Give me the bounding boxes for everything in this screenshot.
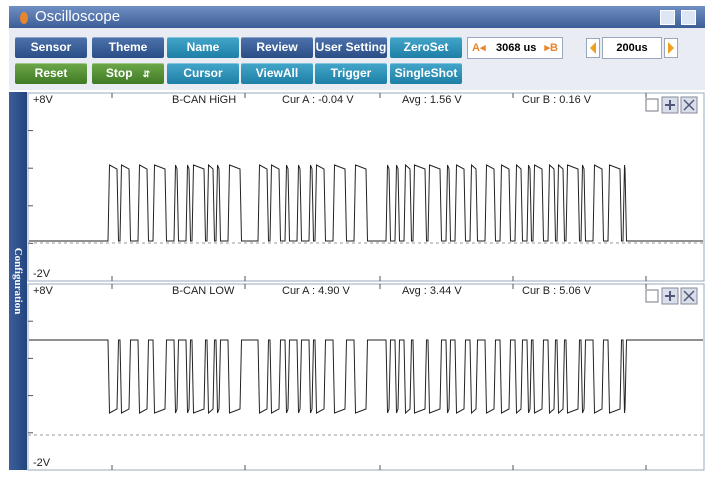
sidebar-label: Configuration	[12, 247, 24, 315]
channel-name: B-CAN HiGH	[172, 94, 236, 106]
close-button	[680, 96, 698, 114]
timebase-down[interactable]	[586, 38, 600, 58]
app-icon	[20, 12, 28, 24]
cursor-b: ▸B	[544, 42, 558, 54]
user-setting-button[interactable]: User Setting	[315, 37, 387, 58]
zoom-button	[661, 96, 679, 114]
waveform	[29, 339, 703, 415]
zoom-button	[661, 287, 679, 305]
menu-button[interactable]	[681, 10, 696, 25]
title-bar: Oscilloscope	[9, 6, 705, 28]
stop-label: Stop	[105, 66, 133, 80]
zoom-icon	[665, 100, 675, 110]
panel-checkbox	[645, 289, 659, 303]
waveform	[29, 163, 703, 242]
average-value: Avg : 3.44 V	[402, 285, 462, 297]
cursor-a-value: Cur A : 4.90 V	[282, 285, 351, 297]
viewall-button[interactable]: ViewAll	[241, 63, 313, 84]
window-title: Oscilloscope	[35, 8, 121, 25]
cursor-b-value: Cur B : 0.16 V	[522, 94, 592, 106]
reset-button[interactable]: Reset	[15, 63, 87, 84]
cursor-a-label: A	[472, 42, 480, 54]
cursor-a-value: Cur A : -0.04 V	[282, 94, 354, 106]
sensor-button[interactable]: Sensor	[15, 37, 87, 58]
stop-button[interactable]: Stop ⇵	[92, 63, 164, 84]
plot-area	[27, 283, 705, 471]
close-icon	[683, 99, 695, 111]
timebase-up[interactable]	[664, 38, 678, 58]
top-scale: +8V	[33, 285, 54, 297]
toolbar: Sensor Theme Name Review User Setting Ze…	[9, 28, 705, 90]
trigger-button[interactable]: Trigger	[315, 63, 387, 84]
bottom-scale: -2V	[33, 268, 51, 280]
zeroset-button[interactable]: ZeroSet	[390, 37, 462, 58]
timebase[interactable]: 200us	[602, 37, 662, 59]
configuration-tab[interactable]: Configuration	[9, 92, 27, 470]
close-icon	[683, 290, 695, 302]
singleshot-button[interactable]: SingleShot	[390, 63, 462, 84]
theme-button[interactable]: Theme	[92, 37, 164, 58]
plot-area	[27, 92, 705, 282]
top-scale: +8V	[33, 94, 54, 106]
spin-icon: ⇵	[142, 69, 151, 79]
zoom-icon	[665, 291, 675, 301]
cursor-delta: 3068 us	[496, 42, 537, 54]
close-button	[680, 287, 698, 305]
cursor-a: A◂	[472, 42, 486, 54]
channel-name: B-CAN LOW	[172, 285, 235, 297]
cursor-b-value: Cur B : 5.06 V	[522, 285, 592, 297]
cursor-control[interactable]: A◂ 3068 us ▸B	[467, 37, 563, 59]
bottom-scale: -2V	[33, 457, 51, 469]
review-button[interactable]: Review	[241, 37, 313, 58]
average-value: Avg : 1.56 V	[402, 94, 462, 106]
cursor-b-label: B	[550, 42, 558, 54]
cursor-button[interactable]: Cursor	[167, 63, 239, 84]
name-button[interactable]: Name	[167, 37, 239, 58]
panel-checkbox	[645, 98, 659, 112]
restore-button[interactable]	[660, 10, 675, 25]
